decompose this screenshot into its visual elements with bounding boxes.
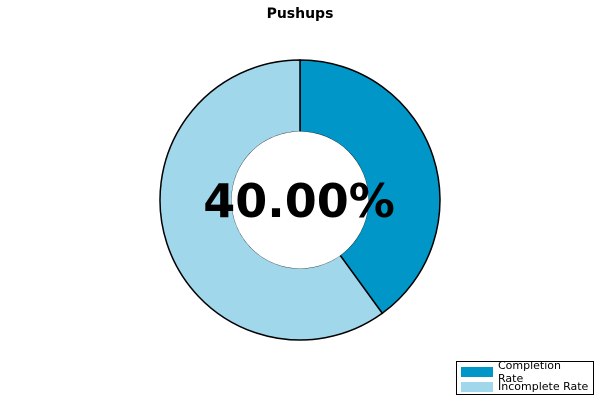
legend-label-completion-rate: Completion Rate [498,358,562,385]
center-percentage-label: 40.00% [203,174,395,228]
legend-swatch-incomplete-rate [461,381,493,392]
legend-item-completion-rate: Completion Rate [461,359,589,385]
chart-title: Pushups [266,6,334,22]
donut-hole [231,131,369,269]
legend-label-incomplete-rate: Incomplete Rate [498,380,589,393]
legend-swatch-completion-rate [461,366,493,377]
legend: Completion Rate Incomplete Rate [456,359,594,395]
legend-item-incomplete-rate: Incomplete Rate [461,379,589,394]
